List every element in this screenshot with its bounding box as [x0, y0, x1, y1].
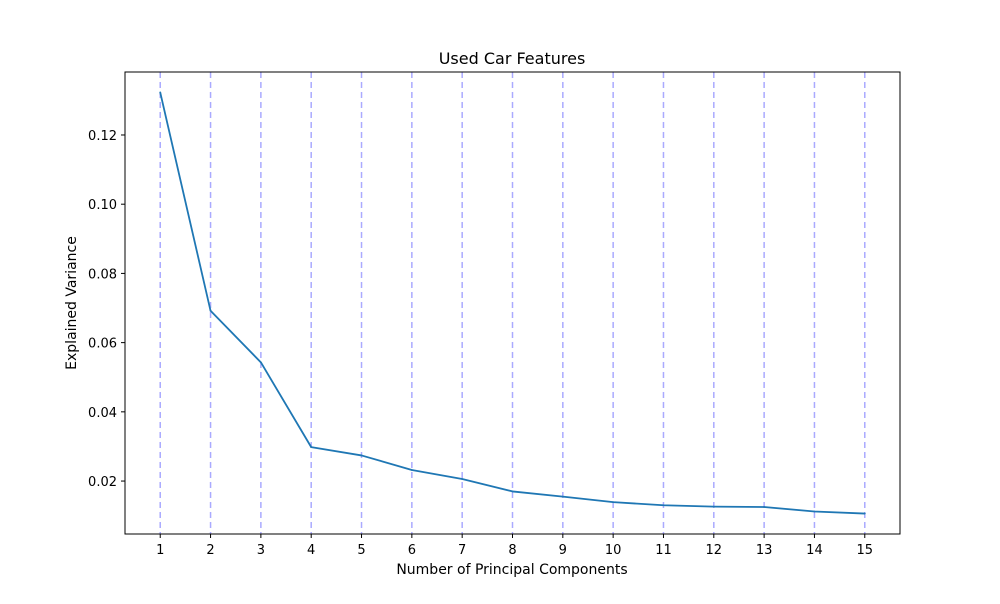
x-tick-label: 5: [357, 543, 365, 558]
y-tick-label: 0.08: [88, 267, 117, 282]
x-tick-label: 10: [605, 543, 622, 558]
x-tick-label: 12: [706, 543, 723, 558]
data-point: [712, 505, 715, 508]
x-tick-label: 15: [856, 543, 873, 558]
data-point: [612, 501, 615, 504]
x-tick-label: 4: [307, 543, 315, 558]
x-axis-ticks: 1 2 3 4 5 6 7 8 9 10 11 12 13 14 15: [156, 534, 873, 558]
x-tick-label: 11: [655, 543, 672, 558]
x-tick-label: 13: [756, 543, 773, 558]
data-point: [763, 506, 766, 508]
x-tick-label: 8: [508, 543, 516, 558]
x-tick-label: 14: [806, 543, 823, 558]
data-point: [360, 454, 363, 457]
x-tick-label: 3: [257, 543, 265, 558]
data-point: [461, 478, 464, 480]
data-point: [662, 504, 665, 507]
y-tick-label: 0.10: [88, 198, 117, 213]
data-point: [813, 510, 816, 513]
y-tick-label: 0.04: [88, 406, 117, 421]
y-tick-label: 0.12: [88, 129, 117, 144]
y-axis-label: Explained Variance: [64, 236, 80, 370]
y-tick-label: 0.02: [88, 475, 117, 490]
data-point: [310, 446, 313, 449]
x-tick-label: 1: [156, 543, 164, 558]
data-point: [209, 309, 212, 312]
vertical-guides: [159, 72, 866, 534]
data-point: [863, 512, 866, 515]
series-layer: [159, 91, 866, 515]
x-tick-label: 2: [206, 543, 214, 558]
chart-title: Used Car Features: [439, 49, 586, 68]
data-point: [561, 495, 564, 498]
data-point: [511, 490, 514, 493]
data-point: [159, 91, 162, 94]
y-tick-label: 0.06: [88, 337, 117, 352]
y-axis-ticks: 0.02 0.04 0.06 0.08 0.10 0.12: [88, 129, 125, 490]
data-point: [259, 361, 262, 364]
x-tick-label: 6: [408, 543, 416, 558]
x-tick-label: 7: [458, 543, 466, 558]
x-axis-label: Number of Principal Components: [396, 562, 627, 578]
x-tick-label: 9: [559, 543, 567, 558]
data-point: [410, 469, 413, 471]
